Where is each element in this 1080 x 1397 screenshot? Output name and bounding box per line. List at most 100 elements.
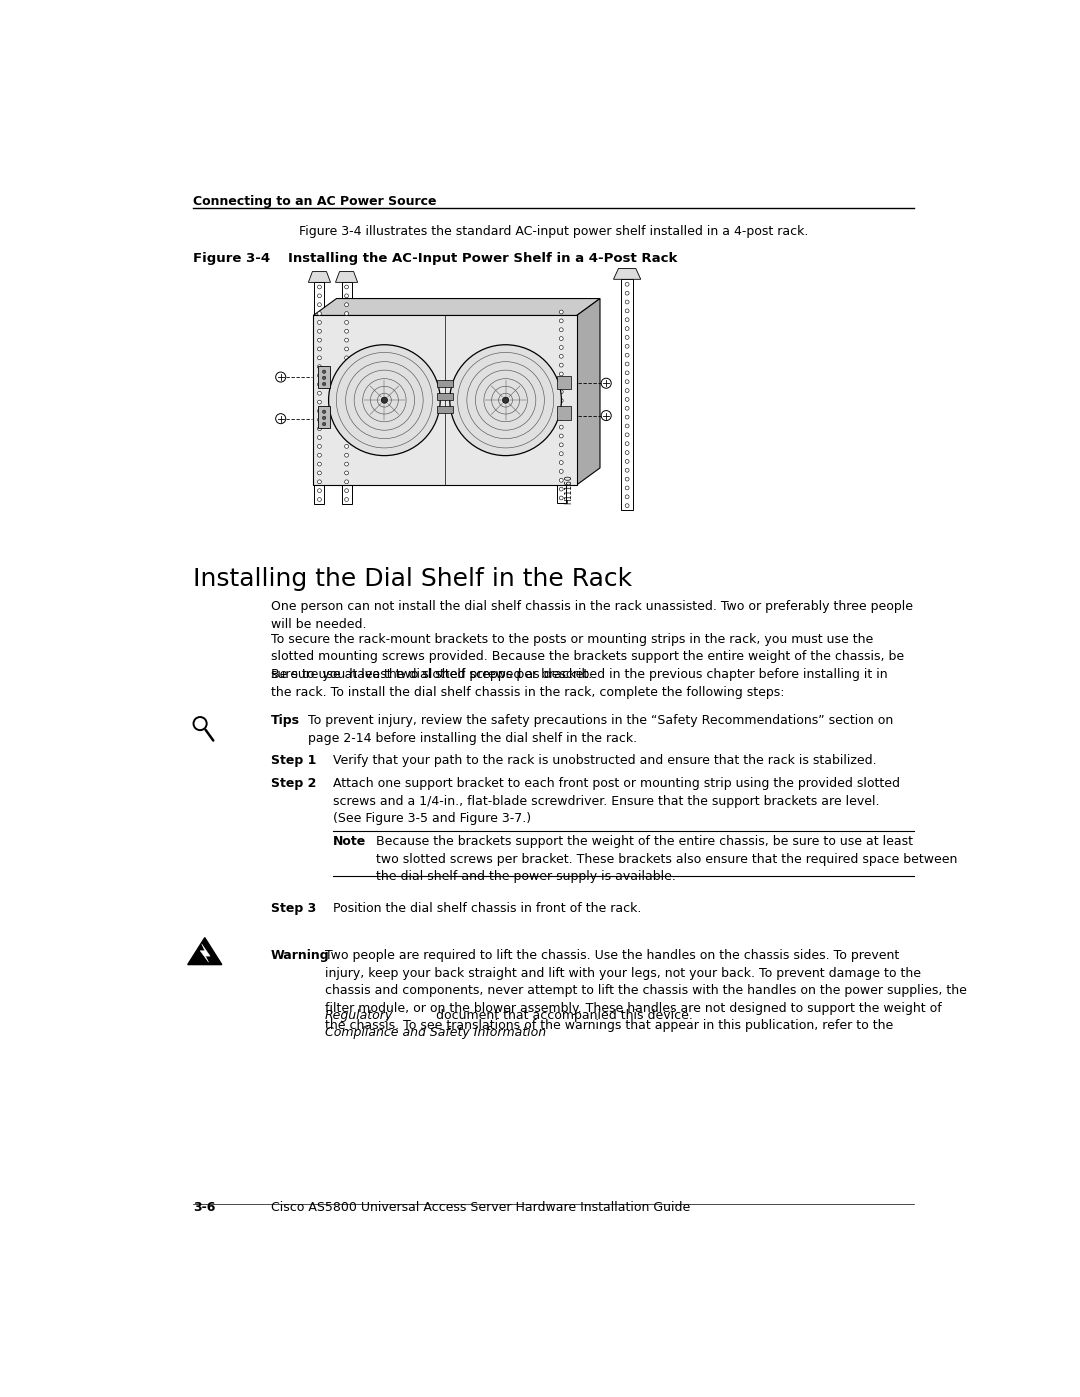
Circle shape <box>559 345 563 349</box>
Bar <box>318 407 330 427</box>
Circle shape <box>625 335 629 339</box>
Circle shape <box>625 327 629 331</box>
Circle shape <box>318 481 322 483</box>
Circle shape <box>625 478 629 481</box>
Circle shape <box>345 497 349 502</box>
Bar <box>314 282 324 504</box>
Text: Figure 3-4 illustrates the standard AC-input power shelf installed in a 4-post r: Figure 3-4 illustrates the standard AC-i… <box>299 225 808 239</box>
Circle shape <box>625 486 629 490</box>
Circle shape <box>449 345 562 455</box>
Bar <box>556 376 570 390</box>
Circle shape <box>318 444 322 448</box>
Bar <box>437 393 453 400</box>
Circle shape <box>502 397 509 404</box>
Circle shape <box>345 285 349 289</box>
Circle shape <box>625 388 629 393</box>
Circle shape <box>625 353 629 358</box>
Circle shape <box>345 462 349 467</box>
Text: Regulatory
Compliance and Safety Information: Regulatory Compliance and Safety Informa… <box>325 1009 546 1039</box>
Circle shape <box>318 383 322 387</box>
Text: document that accompanied this device.: document that accompanied this device. <box>432 1009 692 1021</box>
Text: Be sure you have the dial shelf prepped as described in the previous chapter bef: Be sure you have the dial shelf prepped … <box>271 668 888 698</box>
Polygon shape <box>200 944 211 963</box>
Circle shape <box>559 398 563 402</box>
Circle shape <box>318 365 322 369</box>
Circle shape <box>625 504 629 507</box>
Bar <box>313 316 577 485</box>
Text: Installing the Dial Shelf in the Rack: Installing the Dial Shelf in the Rack <box>193 567 632 591</box>
Circle shape <box>559 337 563 341</box>
Text: Figure 3-4: Figure 3-4 <box>193 251 270 264</box>
Bar <box>557 305 566 503</box>
Circle shape <box>323 422 326 426</box>
Circle shape <box>328 345 441 455</box>
Circle shape <box>559 469 563 474</box>
Circle shape <box>625 309 629 313</box>
Circle shape <box>625 282 629 286</box>
Circle shape <box>625 441 629 446</box>
Text: Tips: Tips <box>271 714 299 728</box>
Circle shape <box>559 496 563 500</box>
Circle shape <box>625 415 629 419</box>
Circle shape <box>559 443 563 447</box>
Circle shape <box>318 409 322 414</box>
Circle shape <box>625 317 629 321</box>
Circle shape <box>345 409 349 414</box>
Circle shape <box>559 355 563 358</box>
Text: To secure the rack-mount brackets to the posts or mounting strips in the rack, y: To secure the rack-mount brackets to the… <box>271 633 904 680</box>
Circle shape <box>625 372 629 374</box>
Circle shape <box>559 451 563 455</box>
Circle shape <box>323 376 326 380</box>
Circle shape <box>345 471 349 475</box>
Bar <box>437 407 453 414</box>
Text: One person can not install the dial shelf chassis in the rack unassisted. Two or: One person can not install the dial shel… <box>271 601 913 631</box>
Circle shape <box>345 346 349 351</box>
Circle shape <box>559 461 563 464</box>
Circle shape <box>559 478 563 482</box>
Circle shape <box>275 372 286 383</box>
Circle shape <box>625 460 629 464</box>
Circle shape <box>559 425 563 429</box>
Circle shape <box>625 380 629 384</box>
Polygon shape <box>613 268 640 279</box>
Circle shape <box>559 408 563 411</box>
Circle shape <box>559 363 563 367</box>
Circle shape <box>318 391 322 395</box>
Circle shape <box>318 373 322 377</box>
Circle shape <box>318 312 322 316</box>
Text: Verify that your path to the rack is unobstructed and ensure that the rack is st: Verify that your path to the rack is uno… <box>333 754 876 767</box>
Circle shape <box>345 293 349 298</box>
Circle shape <box>318 436 322 440</box>
Bar <box>556 407 570 420</box>
Circle shape <box>345 418 349 422</box>
Circle shape <box>625 300 629 305</box>
Circle shape <box>625 433 629 437</box>
Circle shape <box>345 444 349 448</box>
Circle shape <box>559 372 563 376</box>
Text: Two people are required to lift the chassis. Use the handles on the chassis side: Two people are required to lift the chas… <box>325 949 967 1032</box>
Text: Step 1: Step 1 <box>271 754 316 767</box>
Circle shape <box>318 356 322 360</box>
Polygon shape <box>336 271 357 282</box>
Circle shape <box>318 293 322 298</box>
Circle shape <box>625 468 629 472</box>
Circle shape <box>318 338 322 342</box>
Text: 3-6: 3-6 <box>193 1201 216 1214</box>
Circle shape <box>318 453 322 457</box>
Circle shape <box>345 303 349 306</box>
Circle shape <box>559 390 563 394</box>
Circle shape <box>559 434 563 437</box>
Circle shape <box>318 330 322 334</box>
Text: Connecting to an AC Power Source: Connecting to an AC Power Source <box>193 194 436 208</box>
Circle shape <box>602 411 611 420</box>
Bar <box>318 366 330 388</box>
Polygon shape <box>313 299 600 316</box>
Circle shape <box>318 400 322 404</box>
Polygon shape <box>309 271 330 282</box>
Text: To prevent injury, review the safety precautions in the “Safety Recommendations”: To prevent injury, review the safety pre… <box>308 714 893 745</box>
Text: Step 2: Step 2 <box>271 778 316 791</box>
Circle shape <box>625 344 629 348</box>
Circle shape <box>559 319 563 323</box>
Circle shape <box>345 330 349 334</box>
Circle shape <box>318 497 322 502</box>
